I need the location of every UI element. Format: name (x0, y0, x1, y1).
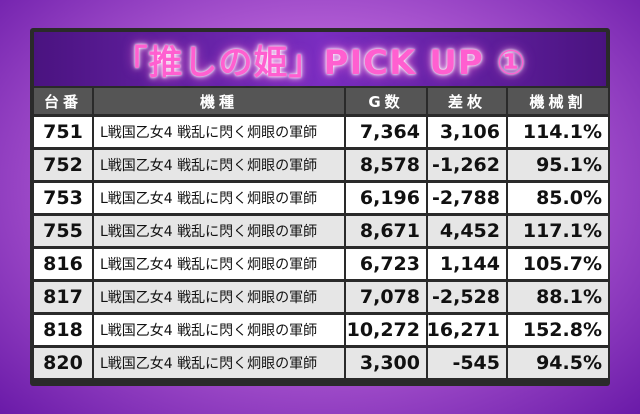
table: 台番 機種 G数 差枚 機械割 751 L戦国乙女4 戦乱に閃く炯眼の軍師 7,364 3,10… (34, 88, 608, 381)
table-row: 816 L戦国乙女4 戦乱に閃く炯眼の軍師 6,723 1,144 105.7% (34, 249, 608, 279)
table-cell: L戦国乙女4 戦乱に閃く炯眼の軍師 (94, 249, 344, 279)
banner: 「推しの姫」PICK UP ① (34, 32, 606, 86)
table-cell: 117.1% (508, 216, 608, 246)
table-cell: 152.8% (508, 315, 608, 345)
table-row: 751 L戦国乙女4 戦乱に閃く炯眼の軍師 7,364 3,106 114.1% (34, 117, 608, 147)
table-cell: 7,364 (346, 117, 426, 147)
table-row: 820 L戦国乙女4 戦乱に閃く炯眼の軍師 3,300 -545 94.5% (34, 348, 608, 378)
header-cell: 機械割 (508, 88, 608, 114)
table-cell: -2,788 (428, 183, 506, 213)
header-cell: 機種 (94, 88, 344, 114)
table-cell: 820 (34, 348, 92, 378)
table-cell: L戦国乙女4 戦乱に閃く炯眼の軍師 (94, 348, 344, 378)
table-cell: L戦国乙女4 戦乱に閃く炯眼の軍師 (94, 150, 344, 180)
table-row: 755 L戦国乙女4 戦乱に閃く炯眼の軍師 8,671 4,452 117.1% (34, 216, 608, 246)
table-cell: 818 (34, 315, 92, 345)
table-row: 817 L戦国乙女4 戦乱に閃く炯眼の軍師 7,078 -2,528 88.1% (34, 282, 608, 312)
table-cell: 6,723 (346, 249, 426, 279)
table-cell: -1,262 (428, 150, 506, 180)
header-cell: 台番 (34, 88, 92, 114)
table-cell: L戦国乙女4 戦乱に閃く炯眼の軍師 (94, 183, 344, 213)
table-cell: L戦国乙女4 戦乱に閃く炯眼の軍師 (94, 117, 344, 147)
header-cell: 差枚 (428, 88, 506, 114)
table-cell: 16,271 (427, 315, 506, 345)
table-cell: L戦国乙女4 戦乱に閃く炯眼の軍師 (94, 216, 344, 246)
table-cell: 95.1% (508, 150, 608, 180)
table-cell: 114.1% (508, 117, 608, 147)
table-cell: 753 (34, 183, 92, 213)
table-cell: 10,272 (346, 315, 426, 345)
table-cell: -2,528 (428, 282, 506, 312)
table-cell: 3,300 (346, 348, 426, 378)
table-cell: 6,196 (346, 183, 426, 213)
table-cell: -545 (428, 348, 506, 378)
table-row: 752 L戦国乙女4 戦乱に閃く炯眼の軍師 8,578 -1,262 95.1% (34, 150, 608, 180)
table-cell: L戦国乙女4 戦乱に閃く炯眼の軍師 (94, 315, 344, 345)
table-cell: 1,144 (428, 249, 506, 279)
table-cell: 94.5% (508, 348, 608, 378)
header-cell: G数 (346, 88, 426, 114)
table-cell: 88.1% (508, 282, 608, 312)
table-cell: 8,671 (346, 216, 426, 246)
table-cell: 4,452 (428, 216, 506, 246)
table-cell: 755 (34, 216, 92, 246)
title: 「推しの姫」PICK UP ① (113, 42, 527, 83)
table-cell: L戦国乙女4 戦乱に閃く炯眼の軍師 (94, 282, 344, 312)
table-cell: 752 (34, 150, 92, 180)
table-cell: 3,106 (428, 117, 506, 147)
table-cell: 7,078 (346, 282, 426, 312)
table-cell: 817 (34, 282, 92, 312)
table-cell: 8,578 (346, 150, 426, 180)
table-cell: 816 (34, 249, 92, 279)
table-row: 753 L戦国乙女4 戦乱に閃く炯眼の軍師 6,196 -2,788 85.0% (34, 183, 608, 213)
table-cell: 85.0% (508, 183, 608, 213)
table-cell: 105.7% (508, 249, 608, 279)
table-row: 818 L戦国乙女4 戦乱に閃く炯眼の軍師 10,272 16,271 152.8% (34, 315, 608, 345)
header-row: 台番 機種 G数 差枚 機械割 (34, 88, 608, 114)
table-cell: 751 (34, 117, 92, 147)
